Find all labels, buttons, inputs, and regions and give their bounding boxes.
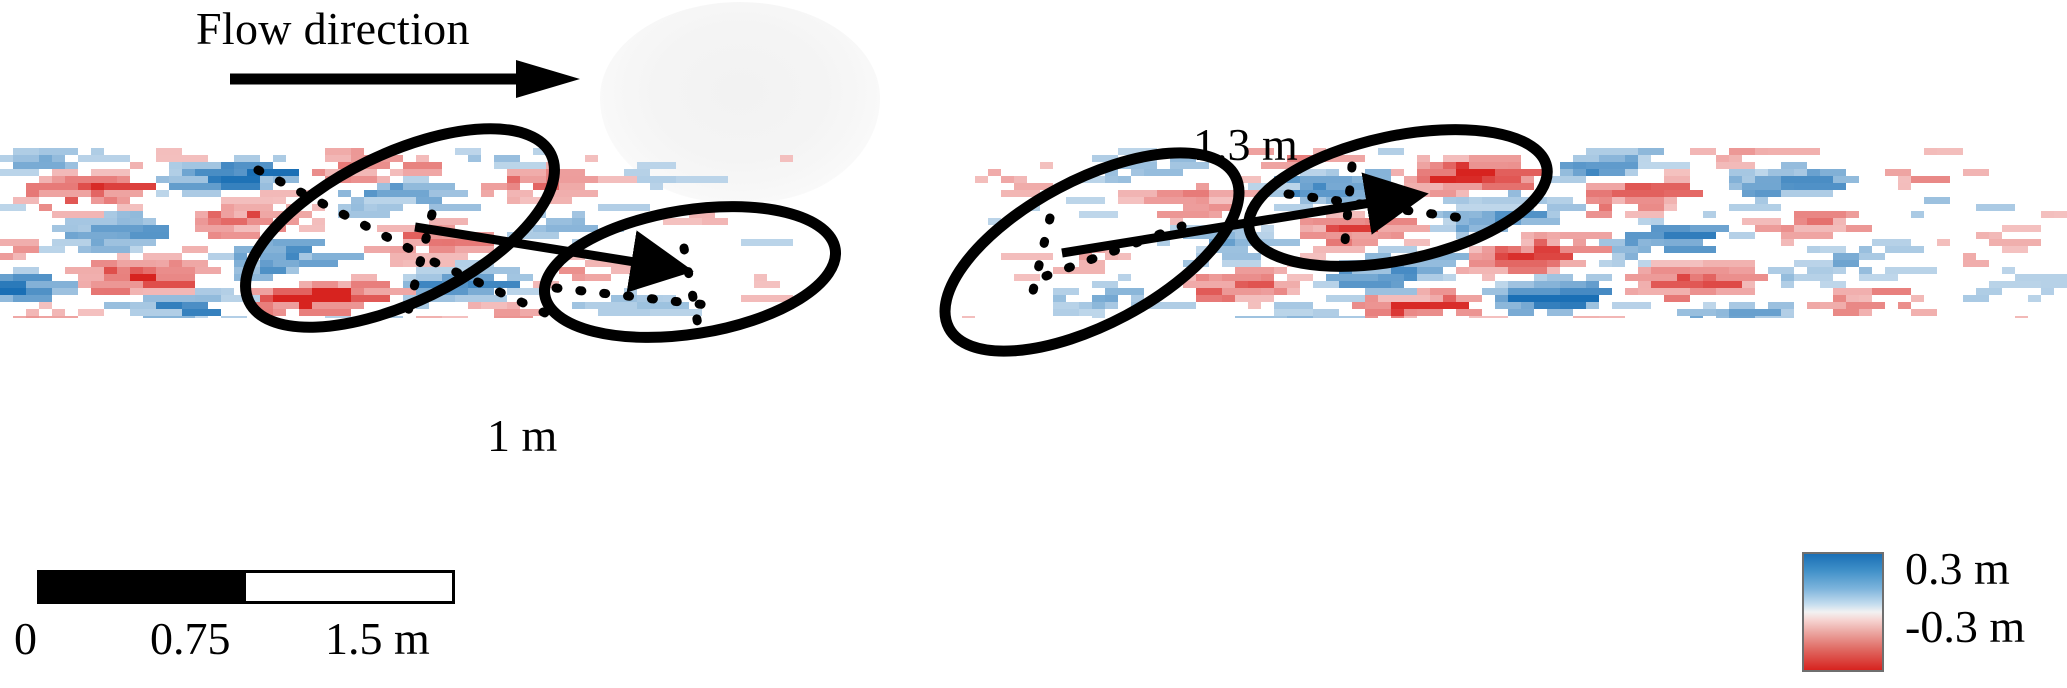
colorbar-max-label: 0.3 m <box>1905 543 2010 594</box>
scale-bar-segment-empty <box>246 573 452 601</box>
scale-bar <box>37 570 455 604</box>
scale-tick-start: 0 <box>14 613 37 664</box>
scale-tick-end: 1.5 m <box>325 613 430 664</box>
scale-bar-segment-filled <box>40 573 246 601</box>
flow-direction-arrow <box>230 60 580 98</box>
scale-tick-mid: 0.75 <box>150 613 231 664</box>
difference-raster <box>0 148 2067 318</box>
colorbar-gradient <box>1802 552 1884 672</box>
flow-direction-label: Flow direction <box>196 3 470 54</box>
dune-migration-label-1m: 1 m <box>487 410 558 461</box>
dune-migration-label-13m: 1.3 m <box>1193 119 1298 170</box>
colorbar-min-label: -0.3 m <box>1905 601 2026 652</box>
scale-bar-ticks: 0 0.75 1.5 m <box>0 612 560 672</box>
difference-raster-panel <box>0 148 2067 318</box>
